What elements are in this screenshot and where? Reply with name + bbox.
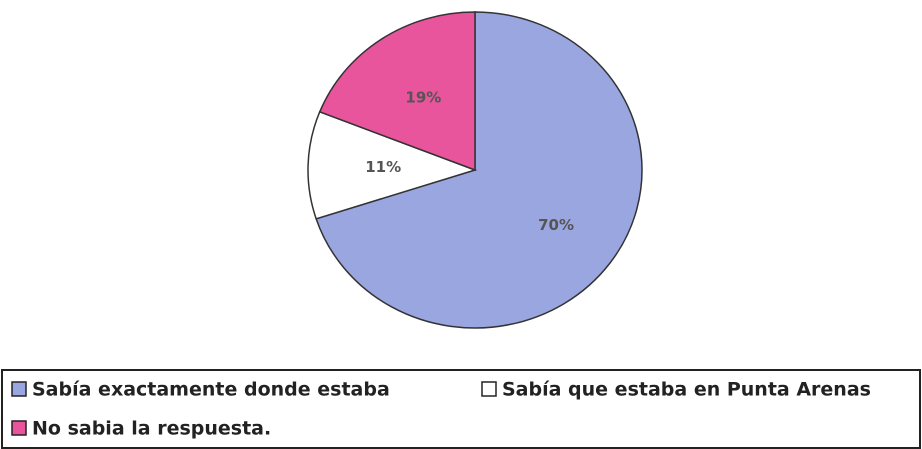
slice-label: 70%	[538, 216, 574, 234]
pie-slice	[315, 11, 643, 329]
legend-swatch	[481, 381, 497, 397]
legend-swatch	[11, 420, 27, 436]
legend-swatch	[11, 381, 27, 397]
legend-box	[1, 369, 921, 449]
pie-slice	[318, 11, 476, 172]
legend-label: Sabía exactamente donde estaba	[32, 379, 390, 401]
legend-label: Sabía que estaba en Punta Arenas	[502, 379, 871, 401]
slice-label: 11%	[365, 158, 401, 176]
legend-label: No sabia la respuesta.	[32, 418, 271, 440]
slice-label: 19%	[405, 89, 441, 107]
pie-slice	[307, 110, 478, 220]
